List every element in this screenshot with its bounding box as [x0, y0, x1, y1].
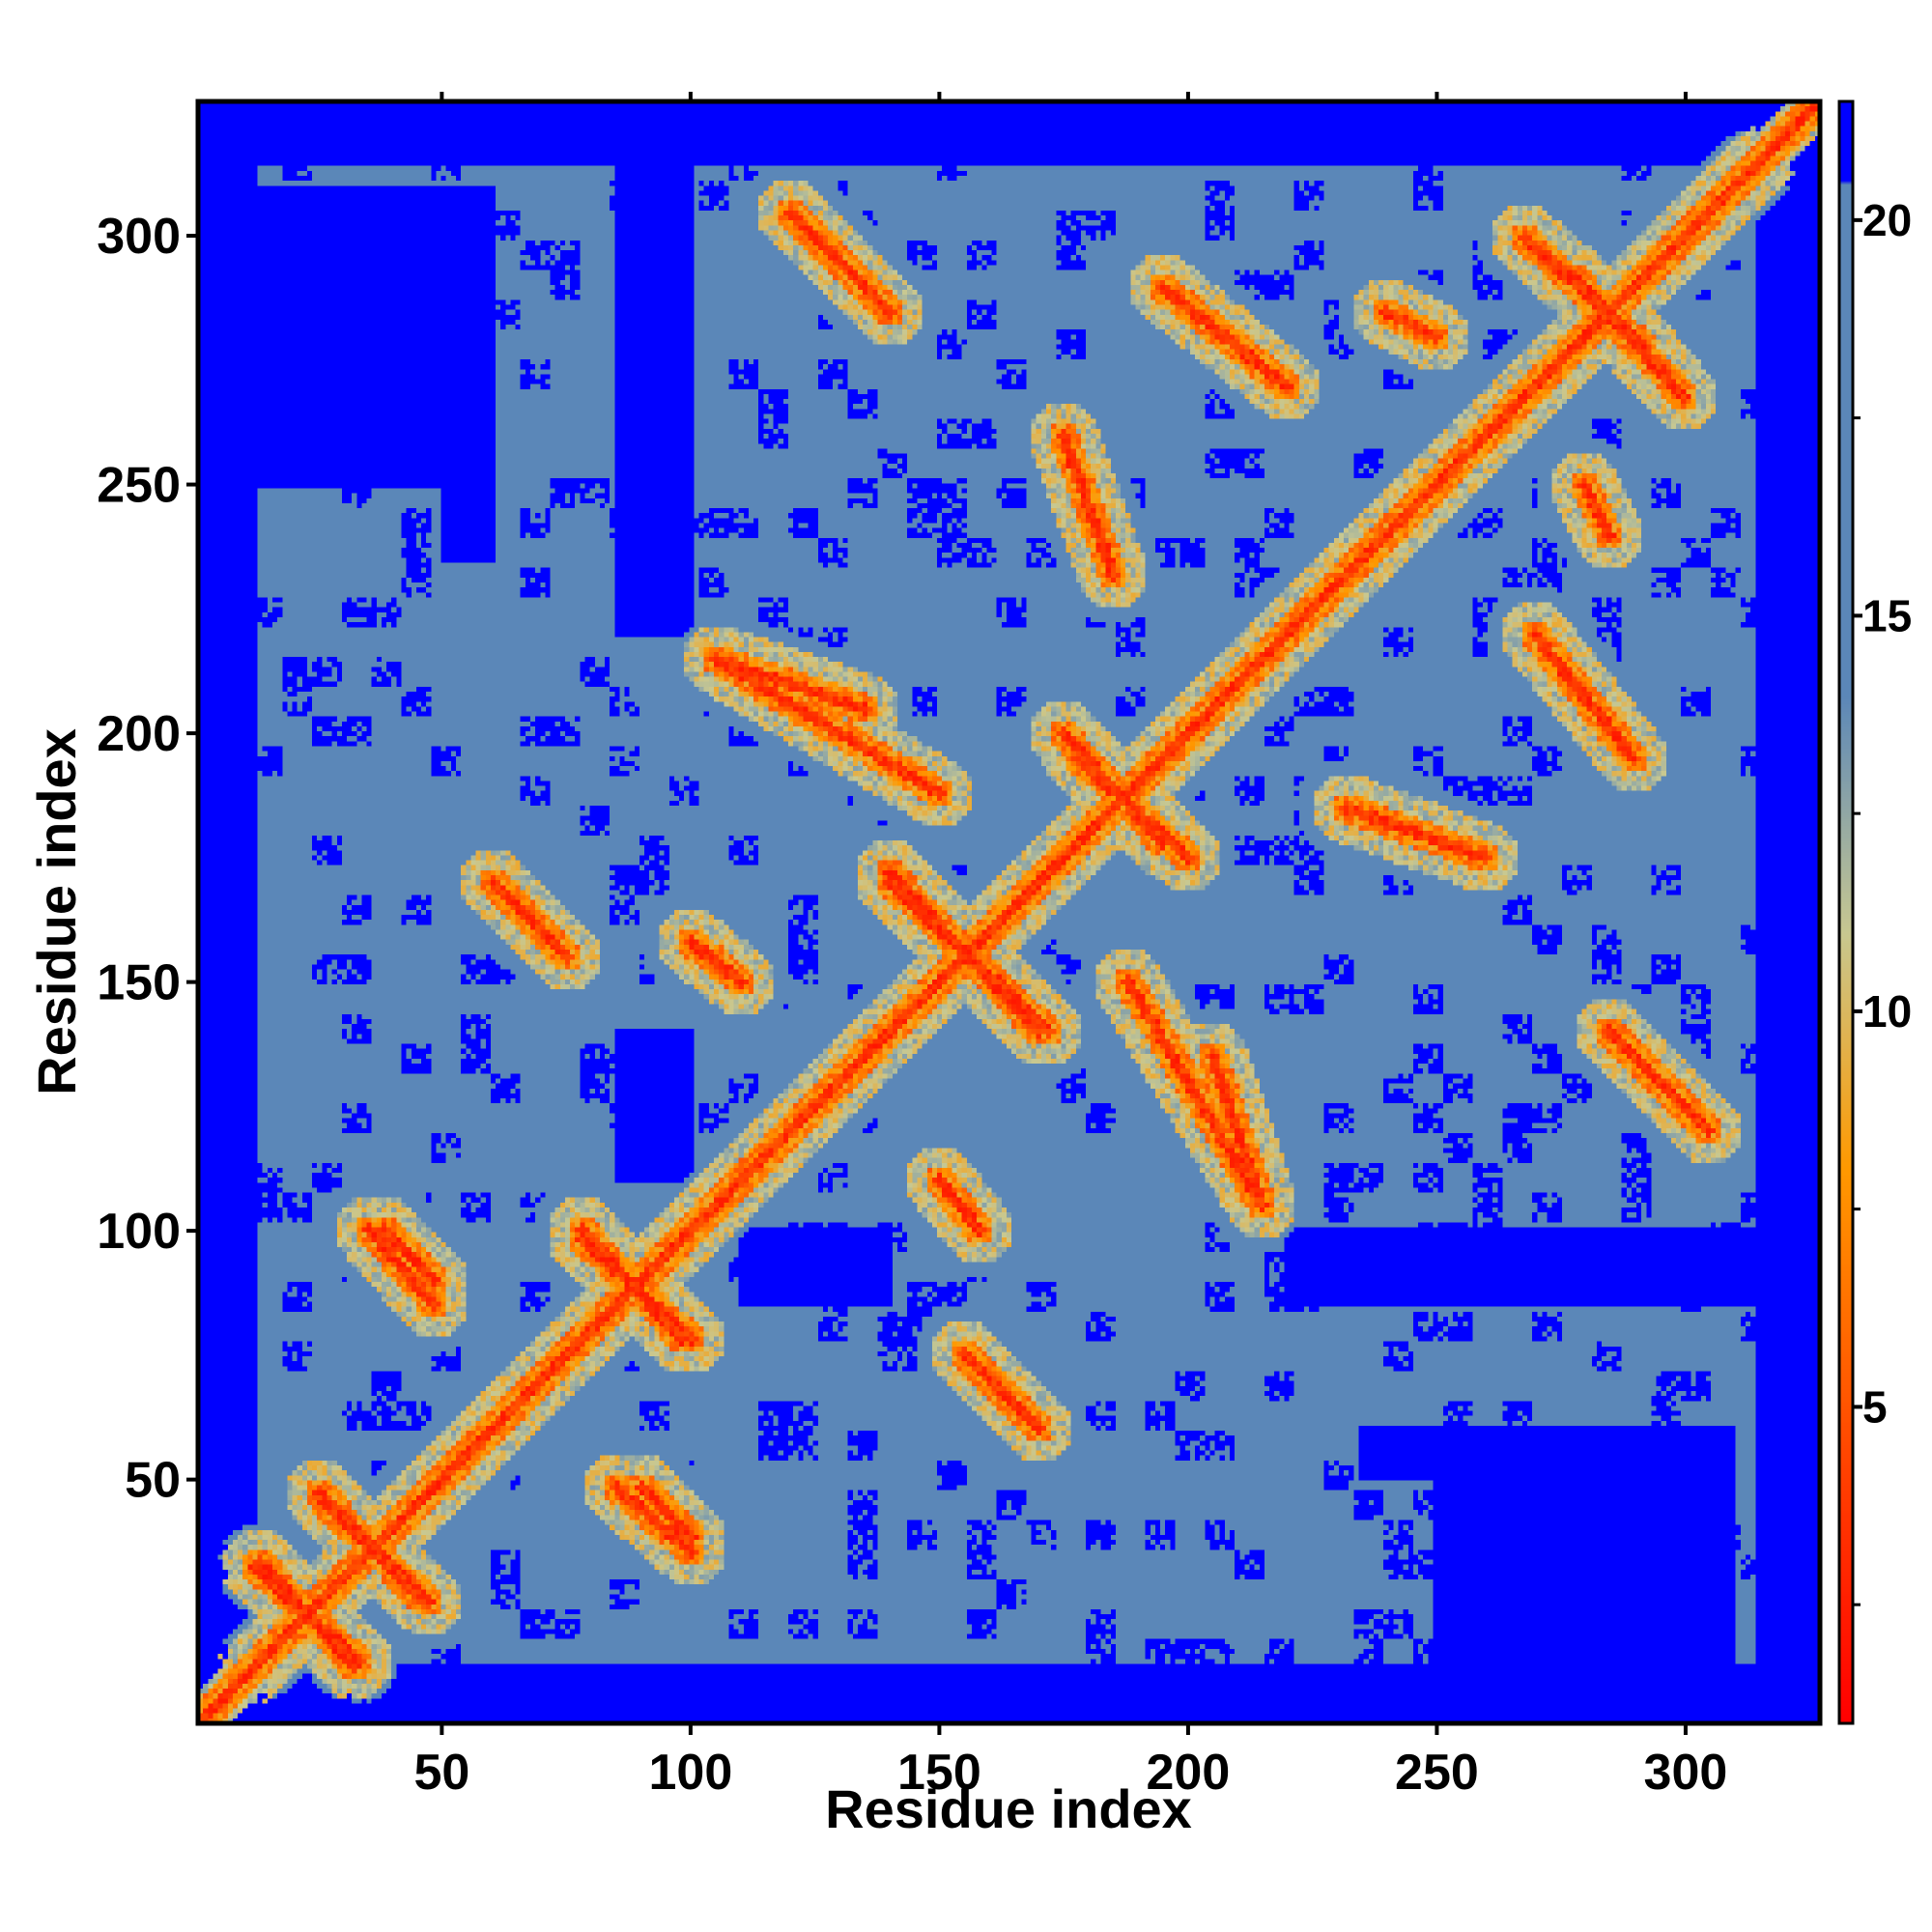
plot-frame	[195, 99, 1823, 1726]
colorbar-tick-label: 20	[1862, 195, 1912, 245]
colorbar-tick-label: 15	[1862, 590, 1912, 640]
y-axis-title: Residue index	[26, 728, 87, 1095]
y-tick-label: 250	[97, 458, 181, 514]
x-tick-label: 200	[1147, 1745, 1231, 1801]
y-tick-label: 200	[97, 706, 181, 762]
colorbar	[1839, 101, 1853, 1723]
x-tick-label: 100	[648, 1745, 732, 1801]
x-tick-label: 300	[1644, 1745, 1728, 1801]
colorbar-axis: 5 10 15 20	[1853, 195, 1912, 1606]
y-tick-label: 50	[125, 1453, 181, 1509]
x-tick-label: 250	[1395, 1745, 1479, 1801]
colorbar-tick-label: 10	[1862, 986, 1912, 1037]
x-axis: 50 100 150 200 250 300	[413, 92, 1727, 1801]
colorbar-tick-label: 5	[1862, 1381, 1888, 1432]
y-tick-label: 150	[97, 955, 181, 1011]
y-tick-label: 100	[97, 1204, 181, 1260]
x-tick-label: 50	[413, 1745, 469, 1801]
x-tick-label: 150	[897, 1745, 981, 1801]
y-axis: 50 100 150 200 250 300	[97, 209, 198, 1509]
x-axis-title: Residue index	[825, 1778, 1192, 1839]
colorbar-frame	[1837, 99, 1855, 1725]
y-tick-label: 300	[97, 209, 181, 265]
heatmap-plot-area	[198, 101, 1820, 1723]
